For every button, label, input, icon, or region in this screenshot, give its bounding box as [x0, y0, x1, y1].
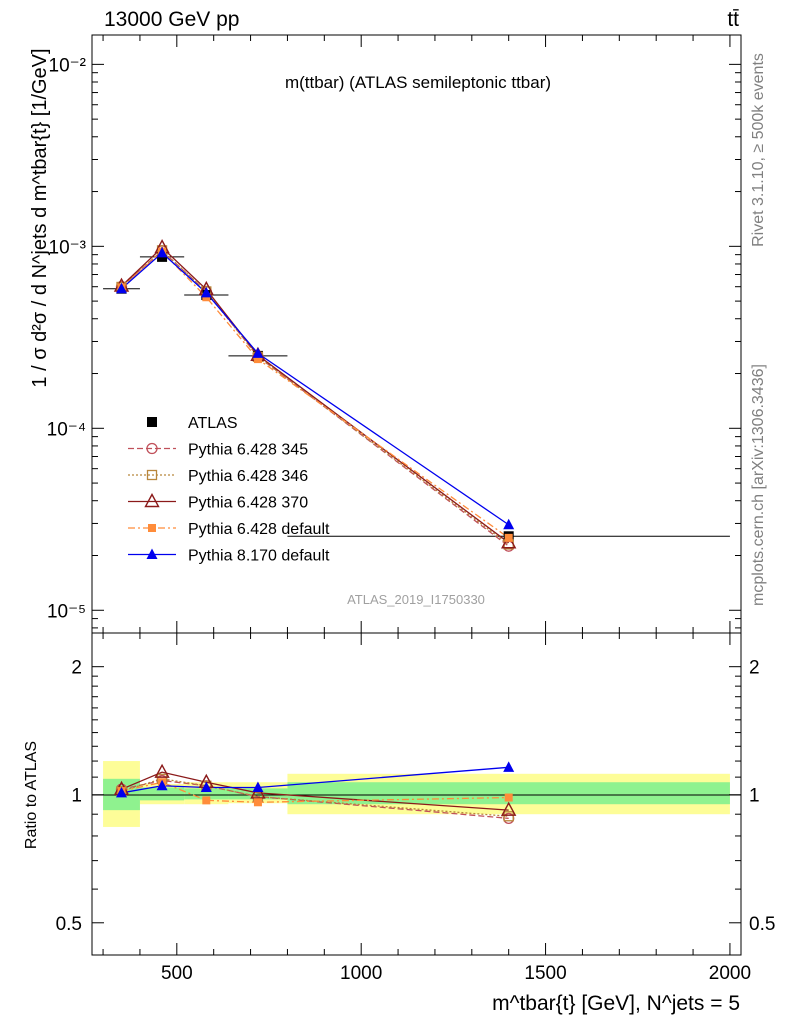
y-tick-label: 10⁻⁵	[47, 601, 86, 622]
mcplots-label: mcplots.cern.ch [arXiv:1306.3436]	[750, 364, 767, 606]
legend-marker	[147, 417, 157, 427]
ratio-panel: 0.5 0.5 1 1 2 2 500 1000 1500 2000 Ratio to ATLA…	[23, 632, 776, 1015]
ratio-y-tick-label: 1	[71, 786, 82, 807]
main-y-axis: 10⁻⁵ 10⁻⁴ 10⁻³ 10⁻²	[47, 55, 741, 629]
process-label: tt̄	[727, 8, 739, 31]
ratio-band-inner	[287, 782, 730, 805]
x-tick-label: 500	[161, 963, 193, 984]
ratio-uncertainty-bands	[103, 761, 730, 827]
ratio-y-axis-label: Ratio to ATLAS	[23, 741, 40, 849]
rivet-label: Rivet 3.1.10, ≥ 500k events	[750, 53, 767, 247]
energy-label: 13000 GeV pp	[104, 8, 239, 31]
ratio-series-point	[504, 793, 513, 802]
series-line	[121, 246, 510, 544]
y-tick-label: 10⁻²	[49, 55, 87, 76]
x-tick-label: 2000	[709, 963, 751, 984]
ratio-series-point	[501, 801, 517, 816]
legend: ATLAS Pythia 6.428 345 Pythia 6.428 346 Pyt…	[128, 415, 330, 565]
chart-title: m(ttbar) (ATLAS semileptonic ttbar)	[285, 73, 551, 92]
legend-label: Pythia 6.428 default	[188, 521, 330, 538]
ratio-y-tick-label-right: 1	[749, 786, 760, 807]
ratio-series-point	[200, 781, 212, 792]
ratio-y-tick-label: 2	[71, 658, 82, 679]
analysis-label: ATLAS_2019_I1750330	[347, 592, 485, 607]
series-point	[253, 355, 262, 364]
ratio-band-inner	[184, 788, 229, 800]
series-point	[116, 282, 127, 294]
ratio-band-inner	[228, 788, 288, 800]
legend-marker	[144, 493, 160, 508]
main-x-ticks	[102, 35, 731, 633]
x-tick-label: 1500	[524, 963, 566, 984]
series-point	[504, 533, 513, 542]
ratio-y-tick-label: 0.5	[56, 914, 82, 935]
ratio-series-point	[503, 761, 515, 772]
y-tick-label: 10⁻⁴	[47, 419, 86, 440]
ratio-series-point	[253, 798, 262, 807]
legend-marker	[146, 469, 158, 481]
series-point	[156, 246, 168, 258]
series-point	[503, 518, 515, 530]
series-line	[121, 250, 510, 539]
ratio-series-point	[116, 786, 127, 798]
series-line	[121, 252, 510, 526]
ratio-y-tick-label-right: 0.5	[749, 914, 775, 935]
main-frame	[91, 34, 742, 634]
legend-label: Pythia 6.428 370	[188, 495, 308, 512]
y-tick-label: 10⁻³	[49, 237, 87, 258]
legend-label: Pythia 8.170 default	[188, 548, 330, 565]
legend-marker	[148, 524, 156, 532]
ratio-series-point	[156, 779, 168, 791]
legend-label: ATLAS	[188, 415, 238, 432]
ratio-frame	[91, 632, 742, 956]
ratio-series-point	[202, 796, 211, 805]
series-point	[252, 347, 264, 358]
ratio-band-inner	[139, 787, 185, 801]
ratio-series-line	[121, 778, 509, 817]
ratio-series-point	[503, 811, 514, 822]
series-line	[121, 249, 510, 545]
legend-label: Pythia 6.428 345	[188, 442, 308, 459]
main-y-axis-label: 1 / σ d²σ / d N^jets d m^tbar{t} [1/GeV]	[29, 48, 51, 387]
x-axis: 500 1000 1500 2000	[102, 633, 751, 984]
ratio-series-point	[252, 781, 264, 792]
legend-label: Pythia 6.428 346	[188, 468, 308, 485]
x-axis-label: m^tbar{t} [GeV], N^jets = 5	[492, 992, 740, 1015]
ratio-y-tick-label-right: 2	[749, 658, 760, 679]
ratio-y-axis: 0.5 0.5 1 1 2 2	[56, 658, 776, 935]
ratio-series-point	[154, 763, 170, 778]
x-tick-label: 1000	[340, 963, 382, 984]
main-panel: 10⁻⁵ 10⁻⁴ 10⁻³ 10⁻² m(ttbar) (ATLAS semilep…	[29, 34, 742, 634]
main-plot-area	[103, 239, 730, 552]
legend-marker	[146, 442, 158, 455]
series-point	[200, 286, 212, 298]
ratio-plot-area	[113, 761, 517, 825]
legend-marker	[146, 548, 158, 559]
